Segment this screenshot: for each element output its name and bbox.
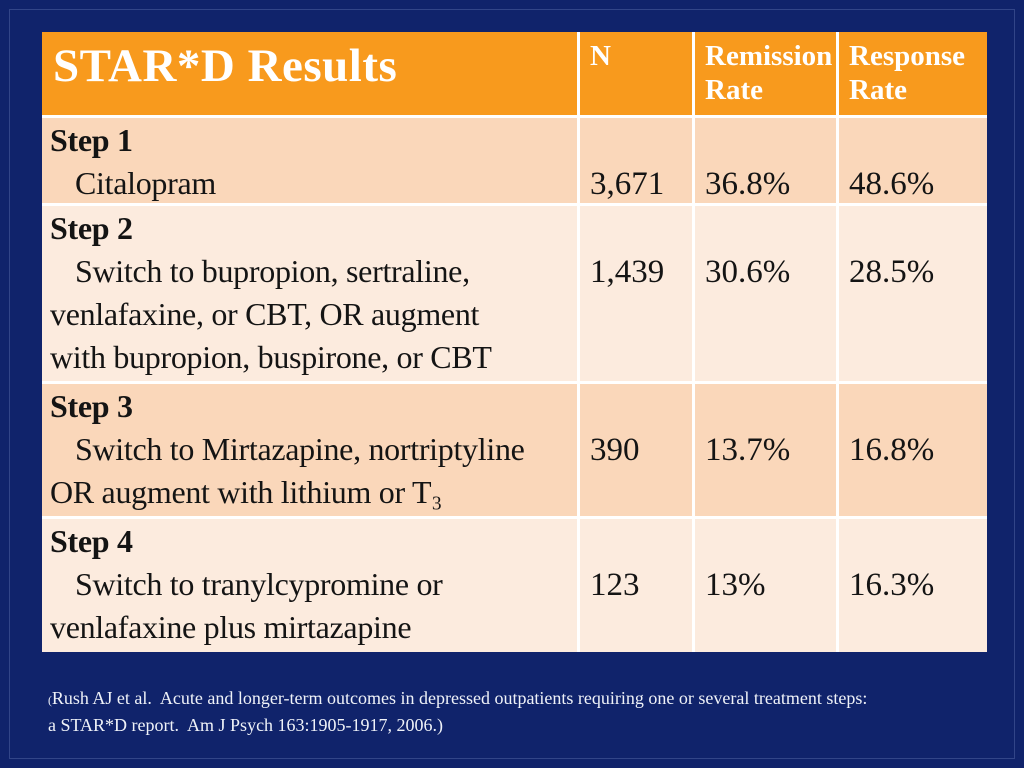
- step-label: Step 1: [50, 122, 133, 158]
- table-row-step2-description: Step 2 Switch to bupropion, sertraline, …: [42, 206, 577, 381]
- cell-remission-step3: 13.7%: [695, 384, 836, 516]
- cell-response-step1: 48.6%: [839, 118, 987, 203]
- cell-remission-step4: 13%: [695, 519, 836, 652]
- cell-response-step3: 16.8%: [839, 384, 987, 516]
- column-header-response-rate: Response Rate: [839, 32, 987, 115]
- table-row-step3-description: Step 3 Switch to Mirtazapine, nortriptyl…: [42, 384, 577, 516]
- step-detail: Switch to Mirtazapine, nortriptyline OR …: [50, 431, 525, 510]
- cell-n-step1: 3,671: [580, 118, 692, 203]
- table-row-step1-description: Step 1 Citalopram: [42, 118, 577, 203]
- citation-line-2: a STAR*D report. Am J Psych 163:1905-191…: [48, 715, 444, 735]
- step-label: Step 4: [50, 523, 133, 559]
- step-detail: Switch to bupropion, sertraline, venlafa…: [50, 253, 492, 375]
- table-title: STAR*D Results: [42, 32, 577, 115]
- step-detail: Switch to tranylcypromine or venlafaxine…: [50, 566, 443, 645]
- cell-response-step2: 28.5%: [839, 206, 987, 381]
- column-header-n: N: [580, 32, 692, 115]
- cell-remission-step2: 30.6%: [695, 206, 836, 381]
- cell-n-step2: 1,439: [580, 206, 692, 381]
- citation-open-paren: (: [48, 694, 52, 707]
- citation-line-1: (Rush AJ et al. Acute and longer-term ou…: [48, 686, 867, 713]
- cell-remission-step1: 36.8%: [695, 118, 836, 203]
- column-header-remission-rate: Remission Rate: [695, 32, 836, 115]
- step-label: Step 3: [50, 388, 133, 424]
- cell-n-step3: 390: [580, 384, 692, 516]
- cell-response-step4: 16.3%: [839, 519, 987, 652]
- citation-line-1-text: Rush AJ et al. Acute and longer-term out…: [51, 688, 868, 708]
- step-label: Step 2: [50, 210, 133, 246]
- table-row-step4-description: Step 4 Switch to tranylcypromine or venl…: [42, 519, 577, 652]
- stard-results-table: STAR*D Results N Remission Rate Response…: [42, 32, 987, 652]
- step-detail: Citalopram: [75, 165, 216, 201]
- citation-footer: (Rush AJ et al. Acute and longer-term ou…: [48, 686, 867, 737]
- cell-n-step4: 123: [580, 519, 692, 652]
